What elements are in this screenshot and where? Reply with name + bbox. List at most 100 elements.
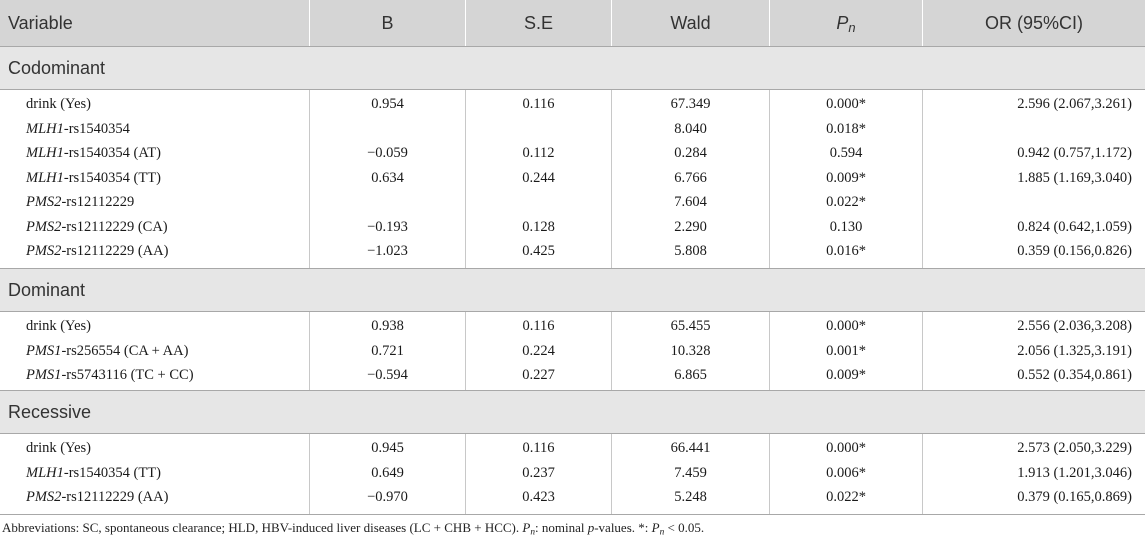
or-cell: 0.942 (0.757,1.172)	[1017, 145, 1132, 161]
gene-name: MLH1	[26, 169, 64, 186]
table-row: MLH1-rs1540354 8.040 0.018*	[0, 117, 1145, 142]
p-cell: 0.000*	[826, 440, 866, 456]
variable-cell: drink (Yes)	[26, 314, 91, 339]
wald-cell: 2.290	[674, 218, 707, 235]
wald-cell: 0.284	[674, 145, 707, 161]
column-divider	[922, 312, 923, 392]
column-divider	[465, 434, 466, 514]
se-cell	[466, 117, 611, 142]
b-cell: −1.023	[367, 243, 408, 259]
variable-text: -rs12112229	[61, 194, 135, 210]
gene-name: PMS2	[26, 243, 62, 259]
header-divider	[465, 0, 466, 46]
p-cell: 0.009*	[826, 367, 866, 383]
variable-text: drink (Yes)	[26, 318, 91, 334]
or-cell: 1.913 (1.201,3.046)	[1017, 464, 1132, 481]
header-p-sub: n	[848, 20, 856, 36]
section-title: Dominant	[8, 280, 86, 300]
wald-cell: 65.455	[670, 318, 711, 334]
wald-cell: 7.604	[674, 194, 707, 210]
footnote: Abbreviations: SC, spontaneous clearance…	[2, 520, 704, 537]
footnote-p-word: p	[587, 520, 595, 535]
table-row: PMS1-rs256554 (CA + AA) 0.721 0.224 10.328 0…	[0, 339, 1145, 364]
wald-cell: 5.808	[674, 243, 707, 259]
se-cell: 0.227	[522, 367, 555, 383]
footnote-p-sub: n	[530, 527, 535, 538]
se-cell: 0.128	[522, 218, 555, 235]
wald-cell: 67.349	[670, 96, 711, 112]
footnote-text: < 0.05.	[664, 520, 705, 535]
variable-text: drink (Yes)	[26, 96, 91, 112]
se-cell: 0.237	[522, 464, 555, 481]
b-cell	[310, 117, 465, 142]
p-cell: 0.016*	[826, 243, 866, 259]
column-divider	[769, 312, 770, 392]
variable-cell: PMS1-rs5743116 (TC + CC)	[26, 363, 194, 388]
p-cell: 0.022*	[826, 489, 866, 505]
p-cell: 0.022*	[826, 194, 866, 210]
variable-cell: MLH1-rs1540354 (TT)	[26, 461, 161, 486]
wald-cell: 6.865	[674, 367, 707, 383]
table-row: PMS2-rs12112229 (CA) −0.193 0.128 2.290 0.13…	[0, 215, 1145, 240]
header-p: Pn	[770, 0, 922, 46]
column-divider	[465, 90, 466, 268]
footnote-text: -values. *:	[594, 520, 652, 535]
p-cell: 0.001*	[826, 342, 866, 359]
p-cell: 0.018*	[826, 120, 866, 137]
variable-cell: PMS2-rs12112229 (AA)	[26, 485, 168, 510]
p-cell: 0.000*	[826, 96, 866, 112]
header-divider	[922, 0, 923, 46]
footnote-text: Abbreviations: SC, spontaneous clearance…	[2, 520, 523, 535]
table-row: MLH1-rs1540354 (TT) 0.634 0.244 6.766 0.009*…	[0, 166, 1145, 191]
gene-name: MLH1	[26, 120, 64, 137]
or-cell: 0.552 (0.354,0.861)	[1017, 367, 1132, 383]
column-divider	[309, 90, 310, 268]
variable-text: -rs12112229 (CA)	[61, 218, 168, 235]
variable-cell: drink (Yes)	[26, 436, 91, 461]
variable-text: -rs12112229 (AA)	[61, 243, 169, 259]
table-row: drink (Yes) 0.954 0.116 67.349 0.000* 2.596 (…	[0, 92, 1145, 117]
wald-cell: 8.040	[674, 120, 707, 137]
or-cell: 0.824 (0.642,1.059)	[1017, 218, 1132, 235]
footnote-text: : nominal	[535, 520, 588, 535]
p-cell: 0.000*	[826, 318, 866, 334]
gene-name: PMS2	[26, 218, 62, 235]
variable-text: -rs1540354 (TT)	[63, 464, 161, 481]
or-cell: 2.556 (2.036,3.208)	[1017, 318, 1132, 334]
b-cell: −0.970	[367, 489, 408, 505]
section-header: Recessive	[0, 390, 1145, 434]
wald-cell: 5.248	[674, 489, 707, 505]
header-variable: Variable	[8, 13, 73, 33]
or-cell	[962, 190, 1132, 215]
column-divider	[922, 434, 923, 514]
b-cell: −0.193	[367, 218, 408, 235]
column-divider	[309, 312, 310, 392]
variable-cell: MLH1-rs1540354 (AT)	[26, 141, 161, 166]
gene-name: MLH1	[26, 145, 64, 161]
gene-name: PMS2	[26, 489, 62, 505]
se-cell: 0.116	[522, 318, 555, 334]
p-cell: 0.006*	[826, 464, 866, 481]
variable-text: -rs256554 (CA + AA)	[61, 342, 189, 359]
gene-name: PMS1	[26, 342, 62, 359]
footnote-p-sub: n	[659, 527, 665, 538]
p-cell: 0.009*	[826, 169, 866, 186]
or-cell	[962, 117, 1132, 142]
se-cell	[466, 190, 611, 215]
or-cell: 0.359 (0.156,0.826)	[1017, 243, 1132, 259]
footnote-p: P	[651, 520, 660, 535]
variable-text: -rs1540354 (AT)	[63, 145, 161, 161]
b-cell: −0.059	[367, 145, 408, 161]
table-header: Variable B S.E Wald Pn OR (95%CI)	[0, 0, 1145, 47]
b-cell: 0.938	[371, 318, 404, 334]
table-row: drink (Yes) 0.945 0.116 66.441 0.000* 2.573 (…	[0, 436, 1145, 461]
header-divider	[611, 0, 612, 46]
b-cell	[310, 190, 465, 215]
variable-cell: MLH1-rs1540354 (TT)	[26, 166, 161, 191]
column-divider	[465, 312, 466, 392]
table-bottom-rule	[0, 514, 1145, 515]
header-divider	[769, 0, 770, 46]
header-or: OR (95%CI)	[984, 13, 1083, 33]
se-cell: 0.423	[522, 489, 555, 505]
table-row: PMS1-rs5743116 (TC + CC) −0.594 0.227 6.865…	[0, 363, 1145, 388]
